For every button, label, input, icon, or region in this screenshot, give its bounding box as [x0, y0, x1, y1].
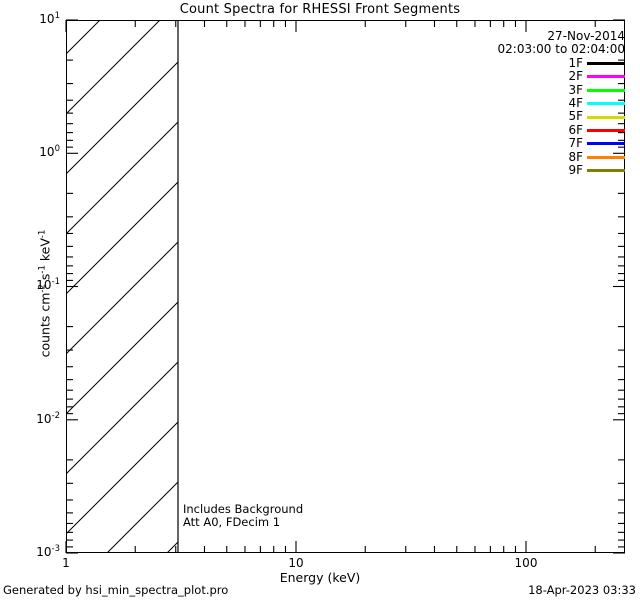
legend-item-label: 1F	[568, 55, 583, 70]
page-title: Count Spectra for RHESSI Front Segments	[179, 2, 461, 17]
legend-color-swatch	[587, 62, 625, 65]
xtick-label-100: 100	[514, 556, 538, 570]
legend-item-label: 8F	[568, 149, 583, 164]
legend-item-3f[interactable]: 3F	[430, 82, 625, 97]
legend-color-swatch	[587, 142, 625, 146]
footer-generator-text: Generated by hsi_min_spectra_plot.pro	[3, 583, 229, 597]
legend-color-swatch	[587, 155, 625, 159]
legend-item-8f[interactable]: 8F	[430, 149, 625, 164]
ytick-label-1e-1: 10-1	[36, 277, 60, 292]
legend-item-6f[interactable]: 6F	[430, 122, 625, 137]
legend-time-range: 02:03:00 to 02:04:00	[497, 42, 625, 57]
annotation-attenuator-state: Att A0, FDecim 1	[183, 515, 281, 529]
legend-color-swatch	[587, 169, 625, 173]
legend-item-label: 3F	[568, 82, 583, 97]
legend-item-label: 7F	[568, 136, 583, 151]
xtick-label-10: 10	[288, 556, 304, 570]
legend-item-1f[interactable]: 1F	[430, 55, 625, 70]
legend-item-4f[interactable]: 4F	[430, 95, 625, 110]
ytick-label-1e-3: 10-3	[36, 544, 60, 559]
legend-item-label: 2F	[568, 69, 583, 84]
legend-color-swatch	[587, 75, 625, 79]
ytick-label-1e0: 100	[39, 144, 60, 159]
legend-item-label: 4F	[568, 95, 583, 110]
legend-color-swatch	[587, 128, 625, 132]
legend-color-swatch	[587, 115, 625, 119]
x-axis-title: Energy (keV)	[279, 570, 361, 585]
ytick-label-1e-2: 10-2	[36, 411, 60, 426]
legend-color-swatch	[587, 102, 625, 106]
legend-item-7f[interactable]: 7F	[430, 136, 625, 151]
footer-timestamp: 18-Apr-2023 03:33	[528, 583, 636, 597]
ytick-label-1e1: 101	[39, 11, 60, 26]
legend-item-9f[interactable]: 9F	[430, 162, 625, 177]
legend-item-label: 9F	[568, 162, 583, 177]
xtick-label-1: 1	[62, 556, 70, 570]
legend-date: 27-Nov-2014	[547, 29, 625, 43]
legend-item-label: 5F	[568, 109, 583, 124]
legend-item-2f[interactable]: 2F	[430, 69, 625, 84]
legend-color-swatch	[587, 88, 625, 92]
legend: 27-Nov-2014 02:03:00 to 02:04:00 1F 2F 3…	[430, 29, 625, 177]
legend-item-5f[interactable]: 5F	[430, 109, 625, 124]
y-axis-title: counts cm-2 s-1 keV-1	[37, 229, 53, 358]
annotation-includes-background: Includes Background	[183, 502, 304, 516]
plot-annotations: Includes Background Att A0, FDecim 1	[183, 503, 303, 529]
legend-item-label: 6F	[568, 122, 583, 137]
